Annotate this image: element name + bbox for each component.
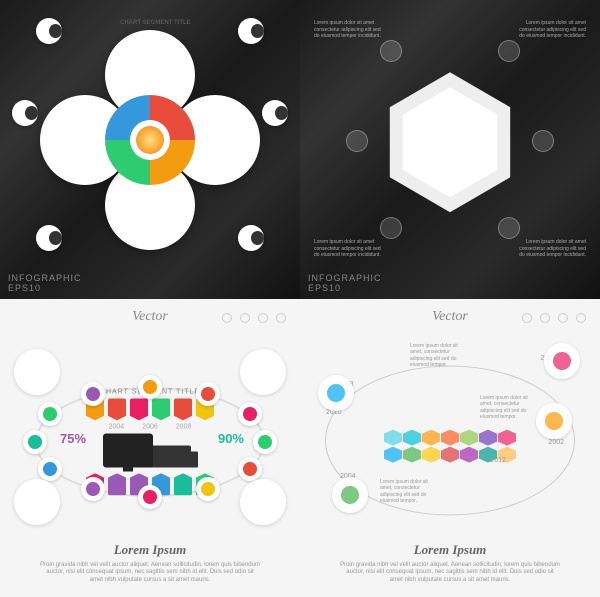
callout bbox=[318, 375, 354, 411]
center-content: CHART SEGMENT TITLE 2004 2006 2008 bbox=[86, 388, 214, 495]
flower-shape: CHART SEGMENT TITLE bbox=[60, 50, 240, 230]
devices bbox=[86, 433, 214, 467]
callout bbox=[544, 343, 580, 379]
mini-hex bbox=[441, 447, 459, 463]
text-block: Lorem ipsum dolor sit amet consectetur a… bbox=[314, 239, 384, 259]
year: 2004 bbox=[109, 423, 125, 430]
phone-icon bbox=[189, 451, 198, 467]
text-block: Lorem ipsum dolor sit amet consectetur a… bbox=[516, 20, 586, 40]
mini-hex bbox=[422, 430, 440, 446]
outer-node bbox=[12, 100, 38, 126]
mini-hex bbox=[384, 430, 402, 446]
mini-hex bbox=[460, 447, 478, 463]
panel-4-hexcluster: Vector 2006 2008 2010 2004 2012 2002 Lor… bbox=[300, 299, 600, 597]
outer-node bbox=[36, 225, 62, 251]
outer-node bbox=[262, 100, 288, 126]
callout bbox=[14, 349, 60, 395]
tag bbox=[174, 398, 192, 420]
year: 2008 bbox=[176, 423, 192, 430]
ring-node bbox=[81, 382, 105, 406]
outer-node bbox=[238, 18, 264, 44]
ring-node bbox=[23, 430, 47, 454]
segment-title: CHART SEGMENT TITLE bbox=[120, 20, 191, 26]
mini-hex bbox=[441, 430, 459, 446]
callout-text: Lorem ipsum dolor sit amet, consectetur … bbox=[480, 395, 536, 421]
tag bbox=[174, 473, 192, 495]
ring-node bbox=[196, 382, 220, 406]
tag bbox=[108, 398, 126, 420]
callout bbox=[240, 349, 286, 395]
hexagon-core bbox=[380, 72, 520, 212]
mini-hex bbox=[403, 447, 421, 463]
tag bbox=[130, 398, 148, 420]
mini-hex bbox=[460, 430, 478, 446]
ring-node bbox=[138, 375, 162, 399]
top-icons bbox=[522, 313, 586, 323]
panel-2-hexagon: Lorem ipsum dolor sit amet consectetur a… bbox=[300, 0, 600, 299]
percent-right: 90% bbox=[218, 431, 244, 446]
lorem-title: Lorem Ipsum bbox=[0, 542, 300, 558]
hex-node bbox=[498, 40, 520, 62]
callout bbox=[332, 477, 368, 513]
top-icons bbox=[222, 313, 286, 323]
top-tags bbox=[86, 398, 214, 420]
panel-1-flower: CHART SEGMENT TITLE INFOGRAPHIC EPS10 bbox=[0, 0, 300, 299]
outer-node bbox=[36, 18, 62, 44]
ring-node bbox=[238, 402, 262, 426]
callout bbox=[240, 479, 286, 525]
callout-text: Lorem ipsum dolor sit amet, consectetur … bbox=[380, 479, 436, 505]
hex-node bbox=[532, 130, 554, 152]
hex-node bbox=[380, 217, 402, 239]
ring-node bbox=[81, 477, 105, 501]
ring-node bbox=[138, 485, 162, 509]
mini-hex bbox=[479, 430, 497, 446]
percent-left: 75% bbox=[60, 431, 86, 446]
lorem-body: Proin gravida nibh vel velit auctor aliq… bbox=[0, 562, 300, 585]
hex-node bbox=[498, 217, 520, 239]
ring-node bbox=[196, 477, 220, 501]
callout-text: Lorem ipsum dolor sit amet, consectetur … bbox=[410, 343, 466, 369]
tag bbox=[152, 398, 170, 420]
lorem-block: Lorem Ipsum Proin gravida nibh vel velit… bbox=[0, 542, 300, 585]
tag bbox=[108, 473, 126, 495]
lorem-title: Lorem Ipsum bbox=[300, 542, 600, 558]
outer-node bbox=[238, 225, 264, 251]
hex-node bbox=[346, 130, 368, 152]
year: 2002 bbox=[548, 439, 564, 446]
center-core bbox=[136, 126, 164, 154]
year: 2006 bbox=[142, 423, 158, 430]
hex-node bbox=[380, 40, 402, 62]
ring-node bbox=[38, 457, 62, 481]
mini-hex bbox=[498, 430, 516, 446]
monitor-icon bbox=[103, 433, 153, 467]
callout bbox=[14, 479, 60, 525]
footer-label: INFOGRAPHIC EPS10 bbox=[308, 273, 382, 293]
lorem-block: Lorem Ipsum Proin gravida nibh vel velit… bbox=[300, 542, 600, 585]
panel-3-devices: Vector CHART SEGMENT TITLE 2004 2006 200… bbox=[0, 299, 300, 597]
ring-node bbox=[238, 457, 262, 481]
mini-hex bbox=[403, 430, 421, 446]
footer-label: INFOGRAPHIC EPS10 bbox=[8, 273, 82, 293]
infographic-grid: CHART SEGMENT TITLE INFOGRAPHIC EPS10 Lo… bbox=[0, 0, 600, 597]
year: 2012 bbox=[490, 457, 506, 464]
years-row: 2004 2006 2008 bbox=[86, 423, 214, 430]
text-block: Lorem ipsum dolor sit amet consectetur a… bbox=[314, 20, 384, 40]
lorem-body: Proin gravida nibh vel velit auctor aliq… bbox=[300, 562, 600, 585]
callout bbox=[536, 403, 572, 439]
mini-hex bbox=[422, 447, 440, 463]
text-block: Lorem ipsum dolor sit amet consectetur a… bbox=[516, 239, 586, 259]
hexagon-shape bbox=[380, 72, 520, 212]
ring-node bbox=[253, 430, 277, 454]
mini-hex bbox=[384, 447, 402, 463]
